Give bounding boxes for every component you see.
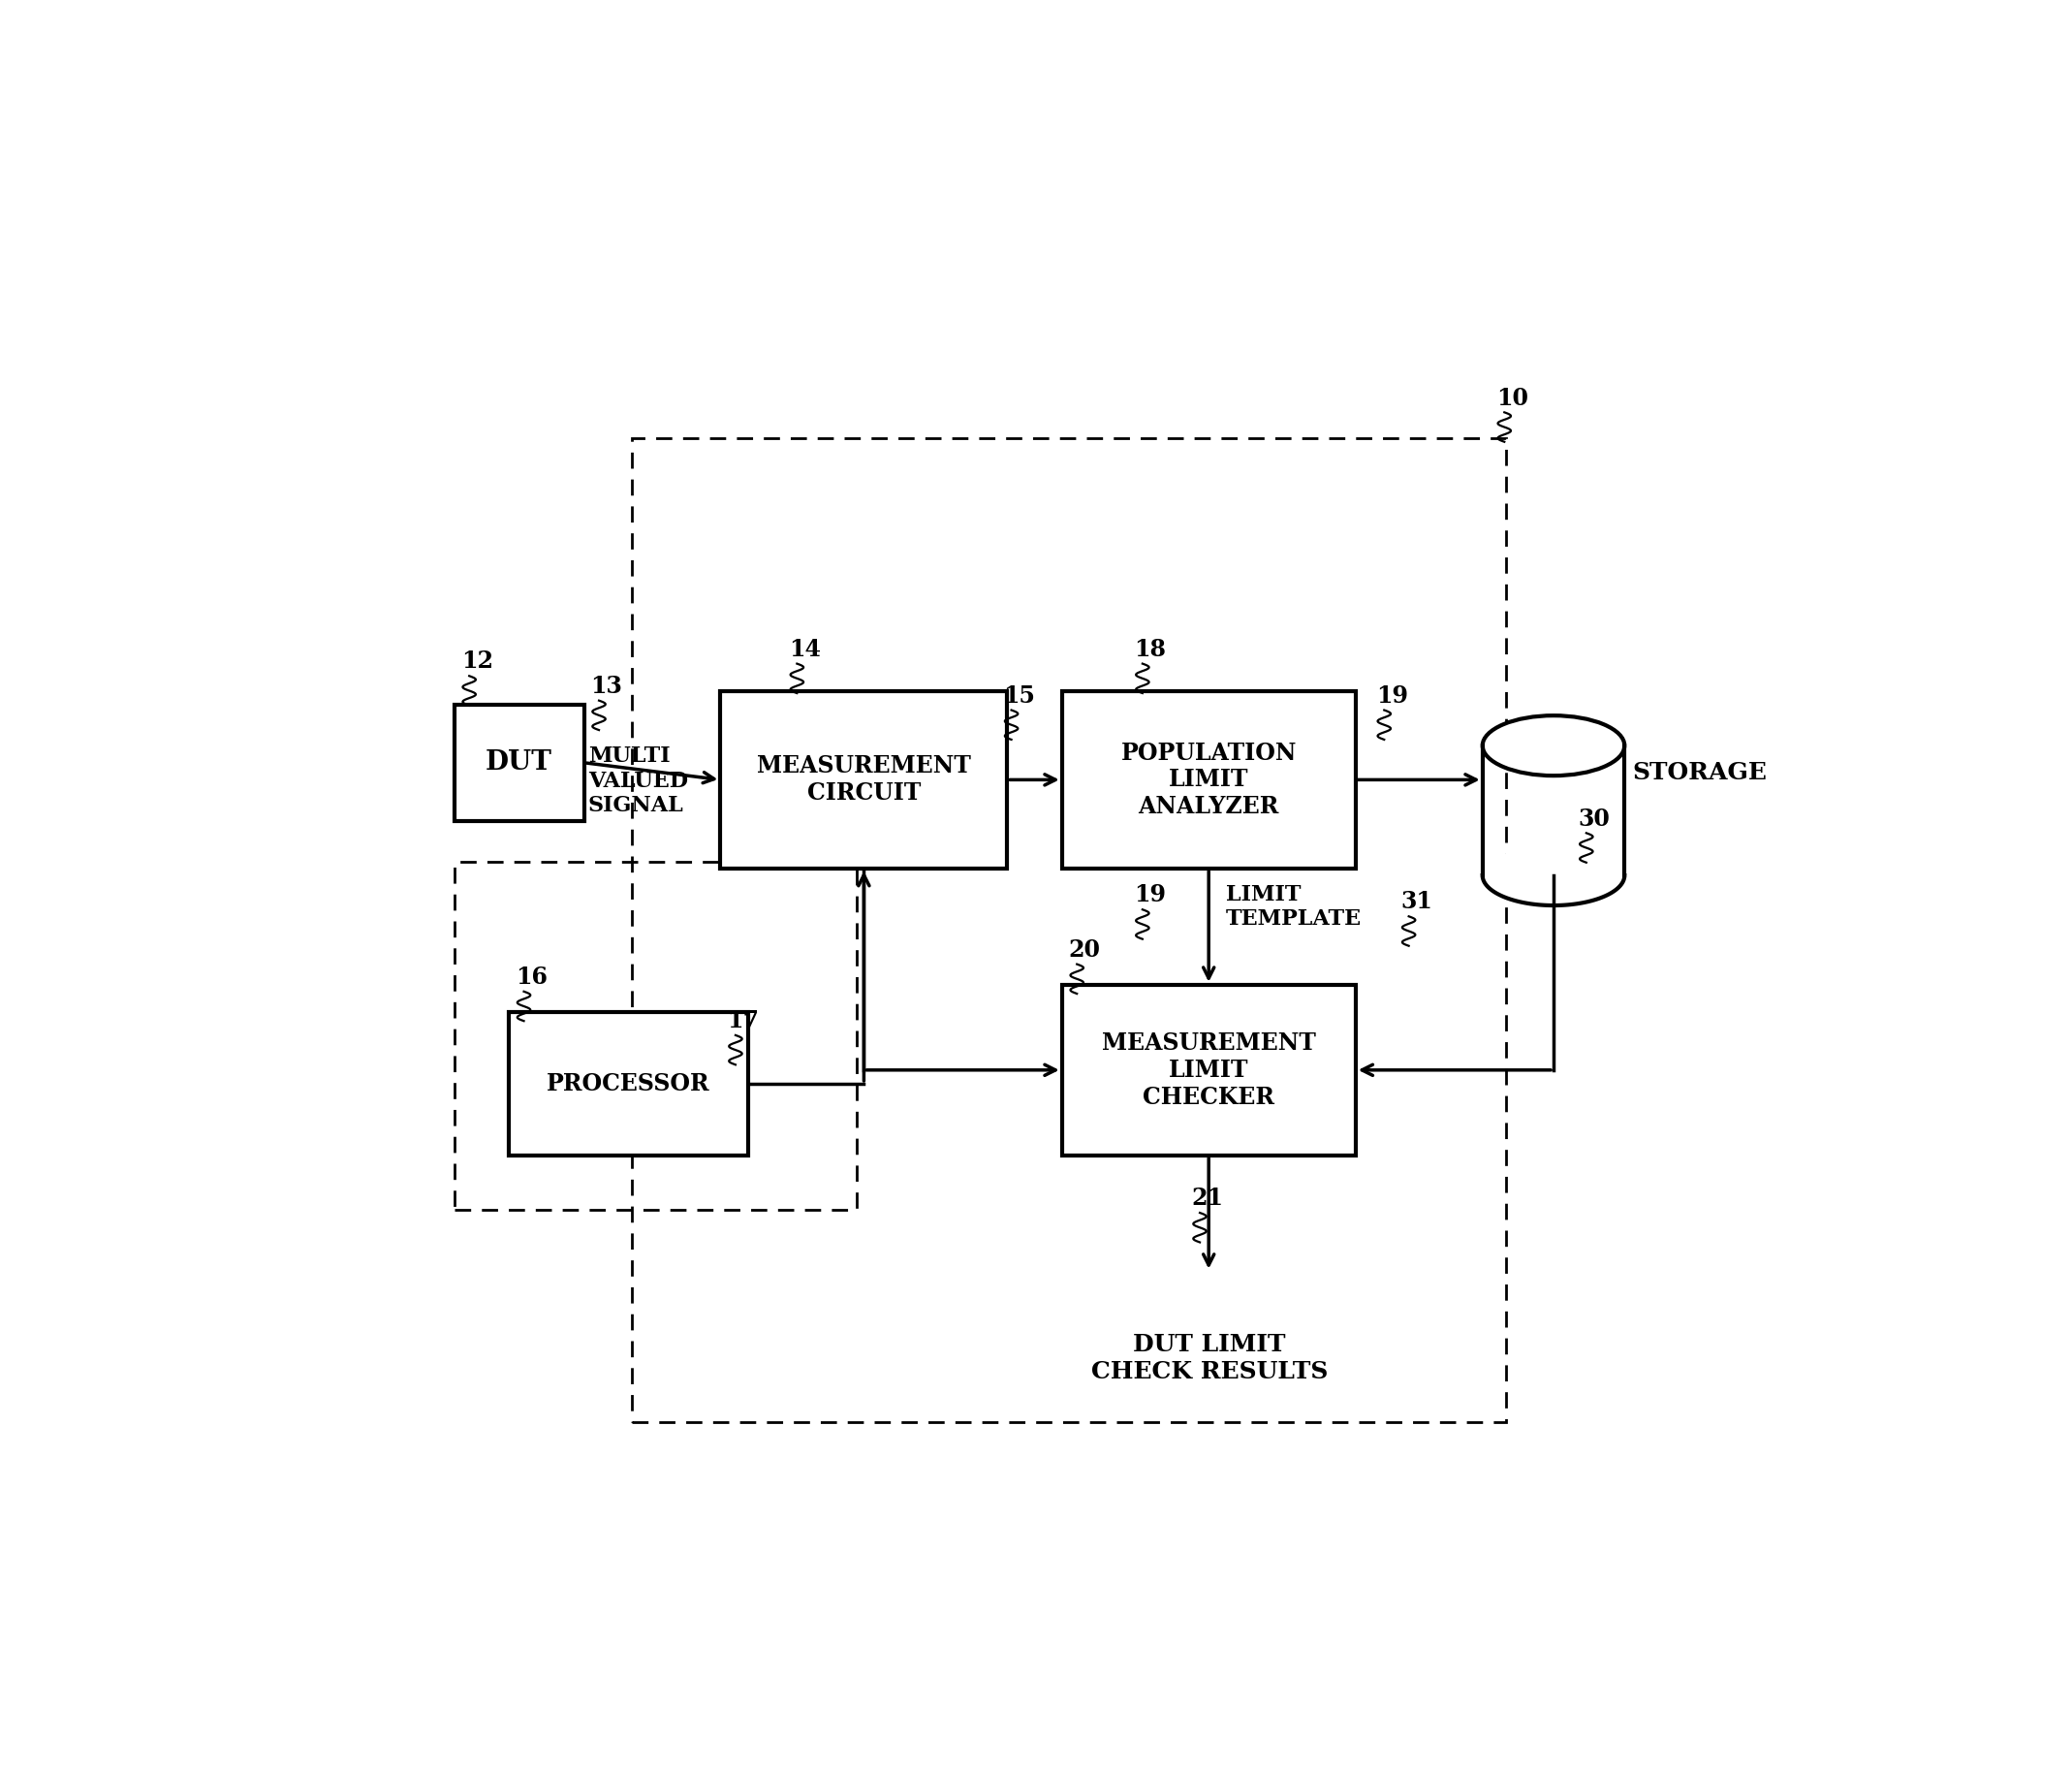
Text: 20: 20 xyxy=(1069,938,1100,962)
FancyBboxPatch shape xyxy=(510,1011,748,1155)
Text: 30: 30 xyxy=(1579,807,1610,830)
Text: DUT: DUT xyxy=(485,750,553,775)
FancyBboxPatch shape xyxy=(721,690,1007,869)
FancyBboxPatch shape xyxy=(1063,985,1355,1155)
Text: 12: 12 xyxy=(462,649,493,672)
FancyBboxPatch shape xyxy=(454,704,584,821)
Text: 31: 31 xyxy=(1401,891,1432,914)
Text: 17: 17 xyxy=(727,1009,758,1032)
Text: 19: 19 xyxy=(1376,685,1409,708)
Text: PROCESSOR: PROCESSOR xyxy=(547,1071,711,1095)
Text: 14: 14 xyxy=(789,637,821,662)
Ellipse shape xyxy=(1481,715,1624,775)
Text: 13: 13 xyxy=(591,674,622,697)
Text: POPULATION
LIMIT
ANALYZER: POPULATION LIMIT ANALYZER xyxy=(1121,742,1297,818)
Text: STORAGE: STORAGE xyxy=(1633,761,1767,784)
FancyBboxPatch shape xyxy=(1063,690,1355,869)
Text: LIMIT
TEMPLATE: LIMIT TEMPLATE xyxy=(1227,883,1361,930)
Text: 10: 10 xyxy=(1496,387,1529,410)
Text: 19: 19 xyxy=(1133,883,1167,907)
Text: DUT LIMIT
CHECK RESULTS: DUT LIMIT CHECK RESULTS xyxy=(1092,1332,1328,1384)
Text: 15: 15 xyxy=(1003,685,1036,708)
Text: 16: 16 xyxy=(516,965,547,988)
Text: 18: 18 xyxy=(1133,637,1167,662)
Text: MULTI
VALUED
SIGNAL: MULTI VALUED SIGNAL xyxy=(588,745,688,816)
Ellipse shape xyxy=(1481,846,1624,905)
Text: MEASUREMENT
LIMIT
CHECKER: MEASUREMENT LIMIT CHECKER xyxy=(1102,1031,1316,1109)
Text: MEASUREMENT
CIRCUIT: MEASUREMENT CIRCUIT xyxy=(756,754,972,805)
Text: 21: 21 xyxy=(1191,1187,1225,1210)
